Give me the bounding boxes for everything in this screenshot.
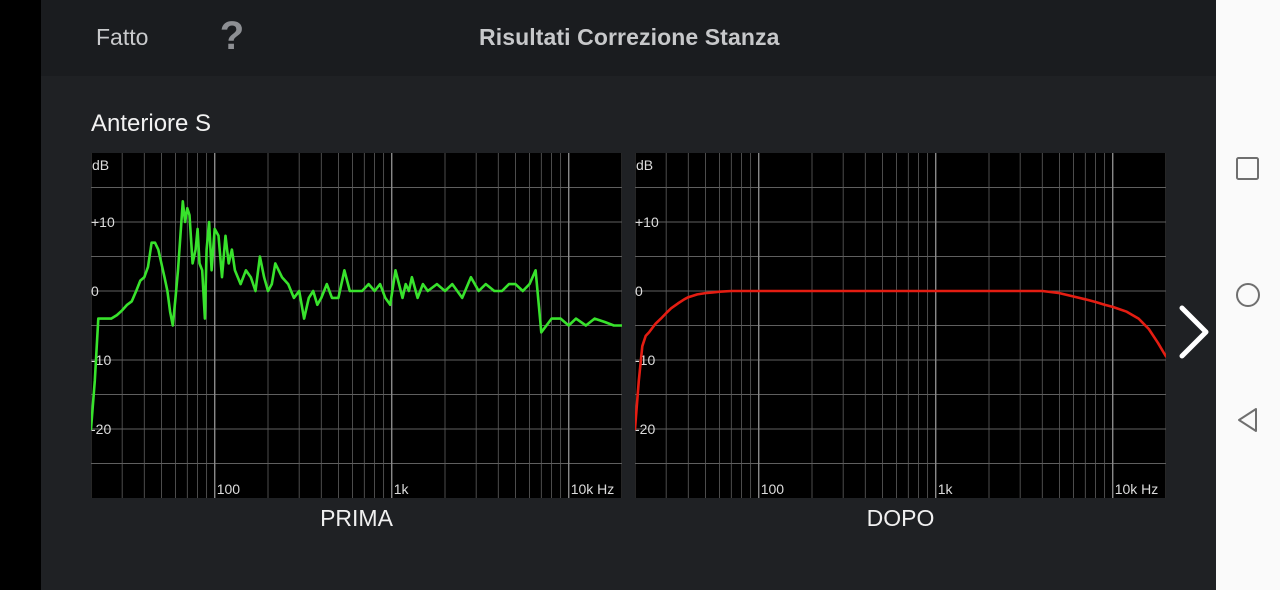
before-chart-y-tick-label: -20 (91, 421, 111, 437)
next-channel-chevron-icon[interactable] (1170, 300, 1218, 364)
back-triangle-icon[interactable] (1234, 406, 1262, 434)
after-chart-response-curve (635, 289, 1166, 431)
after-chart-x-tick-label: 10k Hz (1115, 481, 1159, 497)
before-chart-x-tick-label: 100 (217, 481, 241, 497)
after-chart-x-tick-label: 1k (938, 481, 954, 497)
recent-apps-square-icon[interactable] (1234, 155, 1262, 183)
help-icon[interactable]: ? (219, 14, 245, 58)
before-chart-x-tick-label: 1k (394, 481, 410, 497)
room-correction-results-screen: Fatto ? Risultati Correzione Stanza Ante… (41, 0, 1216, 590)
after-chart-db-unit-label: dB (636, 157, 653, 173)
done-button[interactable]: Fatto (96, 24, 149, 50)
header-bar: Fatto ? Risultati Correzione Stanza (41, 0, 1216, 76)
before-chart-response-curve (91, 199, 622, 431)
before-chart-x-tick-label: 10k Hz (571, 481, 615, 497)
before-chart-label: PRIMA (320, 505, 393, 531)
after-chart-label: DOPO (866, 505, 935, 531)
before-chart-y-tick-label: -10 (91, 352, 111, 368)
before-chart-plot: dB +10 0 -10 -20 100 1k 10k Hz (91, 153, 622, 498)
home-circle-icon[interactable] (1234, 281, 1262, 309)
after-chart-x-tick-label: 100 (761, 481, 785, 497)
page-title: Risultati Correzione Stanza (479, 24, 780, 50)
system-navigation-bar (1216, 0, 1280, 590)
channel-name: Anteriore S (91, 110, 212, 137)
left-screen-edge (0, 0, 41, 590)
after-chart: dB +10 0 -10 -20 100 1k 10k Hz (635, 153, 1166, 498)
after-chart-plot: dB +10 0 -10 -20 100 1k 10k Hz (635, 153, 1166, 498)
before-chart-db-unit-label: dB (92, 157, 109, 173)
before-chart: dB +10 0 -10 -20 100 1k 10k Hz (91, 153, 622, 498)
after-chart-y-tick-label: +10 (635, 214, 659, 230)
after-chart-y-tick-label: -20 (635, 421, 655, 437)
after-chart-y-tick-label: 0 (635, 283, 643, 299)
before-chart-y-tick-label: +10 (91, 214, 115, 230)
before-chart-y-tick-label: 0 (91, 283, 99, 299)
after-chart-y-tick-label: -10 (635, 352, 655, 368)
